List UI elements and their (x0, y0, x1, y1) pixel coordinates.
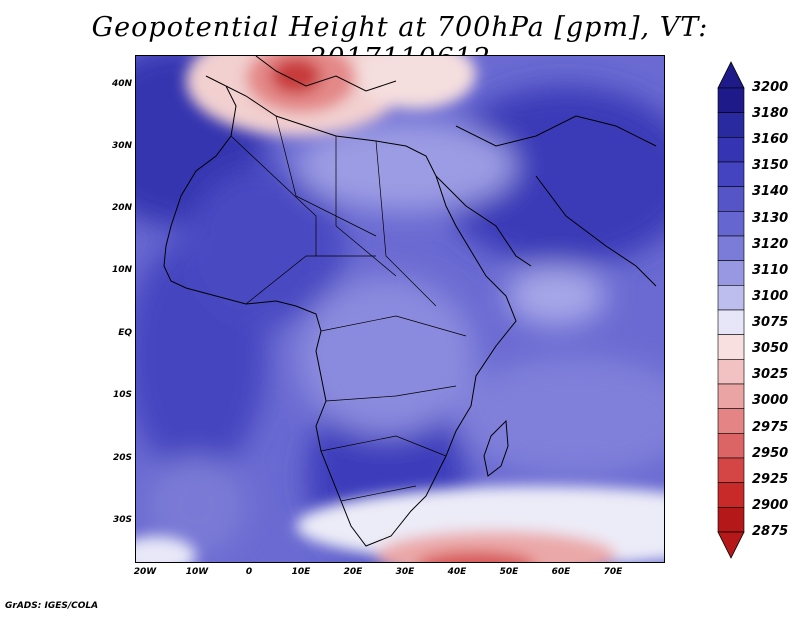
lat-label-30n: 30N (111, 141, 132, 151)
colorbar-swatch (717, 137, 745, 163)
africa-coastline (163, 75, 517, 547)
lon-label-20w: 20W (133, 567, 157, 577)
colorbar-swatch (717, 408, 745, 434)
colorbar-bottom-arrow (717, 531, 745, 559)
colorbar-swatch (717, 260, 745, 286)
colorbar-label: 3110 (752, 262, 789, 278)
geopotential-field-map (136, 56, 664, 562)
lon-label-40e: 40E (447, 567, 467, 577)
coastlines (163, 56, 657, 547)
colorbar-swatch (717, 186, 745, 212)
madagascar-coastline (483, 419, 509, 477)
lat-label-20s: 20S (112, 453, 132, 463)
colorbar-swatch (717, 507, 745, 533)
arabia-india-coast (535, 175, 657, 287)
lon-label-50e: 50E (499, 567, 519, 577)
colorbar-swatch (717, 235, 745, 261)
colorbar-label: 3075 (752, 315, 789, 331)
colorbar-label: 3160 (752, 132, 789, 148)
colorbar-label: 3000 (752, 393, 789, 409)
lon-label-60e: 60E (551, 567, 571, 577)
lon-label-0: 0 (245, 567, 253, 577)
mediterranean-coast (255, 56, 397, 92)
colorbar-label: 3130 (752, 210, 789, 226)
colorbar-label: 3150 (752, 158, 789, 174)
colorbar-swatch (717, 433, 745, 459)
lat-label-10s: 10S (112, 390, 132, 400)
colorbar-top-arrow (717, 61, 745, 89)
colorbar-swatch (717, 383, 745, 409)
colorbar-swatch (717, 87, 745, 113)
lon-label-70e: 70E (603, 567, 623, 577)
lat-label-eq: EQ (118, 328, 132, 338)
colorbar-label: 3180 (752, 106, 789, 122)
colorbar (717, 61, 745, 559)
lat-label-20n: 20N (111, 203, 132, 213)
map-plot-area (135, 55, 665, 563)
red-sea-coast (435, 175, 532, 267)
lat-label-30s: 30S (112, 515, 132, 525)
colorbar-label: 3120 (752, 236, 789, 252)
colorbar-label: 3200 (752, 80, 789, 95)
asia-coast (455, 115, 657, 147)
lat-label-10n: 10N (111, 265, 132, 275)
colorbar-swatch (717, 334, 745, 360)
lon-label-10e: 10E (291, 567, 311, 577)
colorbar-label: 2975 (752, 419, 789, 435)
colorbar-swatch (717, 211, 745, 237)
lat-label-40n: 40N (111, 79, 132, 89)
colorbar-swatch (717, 457, 745, 483)
grads-credit: GrADS: IGES/COLA (5, 601, 99, 611)
colorbar-label: 3050 (752, 341, 789, 357)
country-borders (230, 115, 467, 502)
colorbar-swatch (717, 482, 745, 508)
lon-label-30e: 30E (395, 567, 415, 577)
colorbar-swatch (717, 309, 745, 335)
colorbar-swatch (717, 161, 745, 187)
colorbar-swatch (717, 285, 745, 311)
colorbar-label: 2900 (752, 497, 789, 513)
colorbar-label: 2875 (752, 524, 789, 539)
colorbar-label: 2950 (752, 445, 789, 461)
colorbar-label: 2925 (752, 471, 789, 487)
lon-label-20e: 20E (343, 567, 363, 577)
field-blobs (136, 56, 664, 562)
field-extremes (136, 56, 664, 562)
colorbar-swatch (717, 112, 745, 138)
colorbar-label: 3140 (752, 184, 789, 200)
colorbar-swatch (717, 359, 745, 385)
colorbar-label: 3100 (752, 288, 789, 304)
lon-label-10w: 10W (185, 567, 209, 577)
colorbar-label: 3025 (752, 367, 789, 383)
